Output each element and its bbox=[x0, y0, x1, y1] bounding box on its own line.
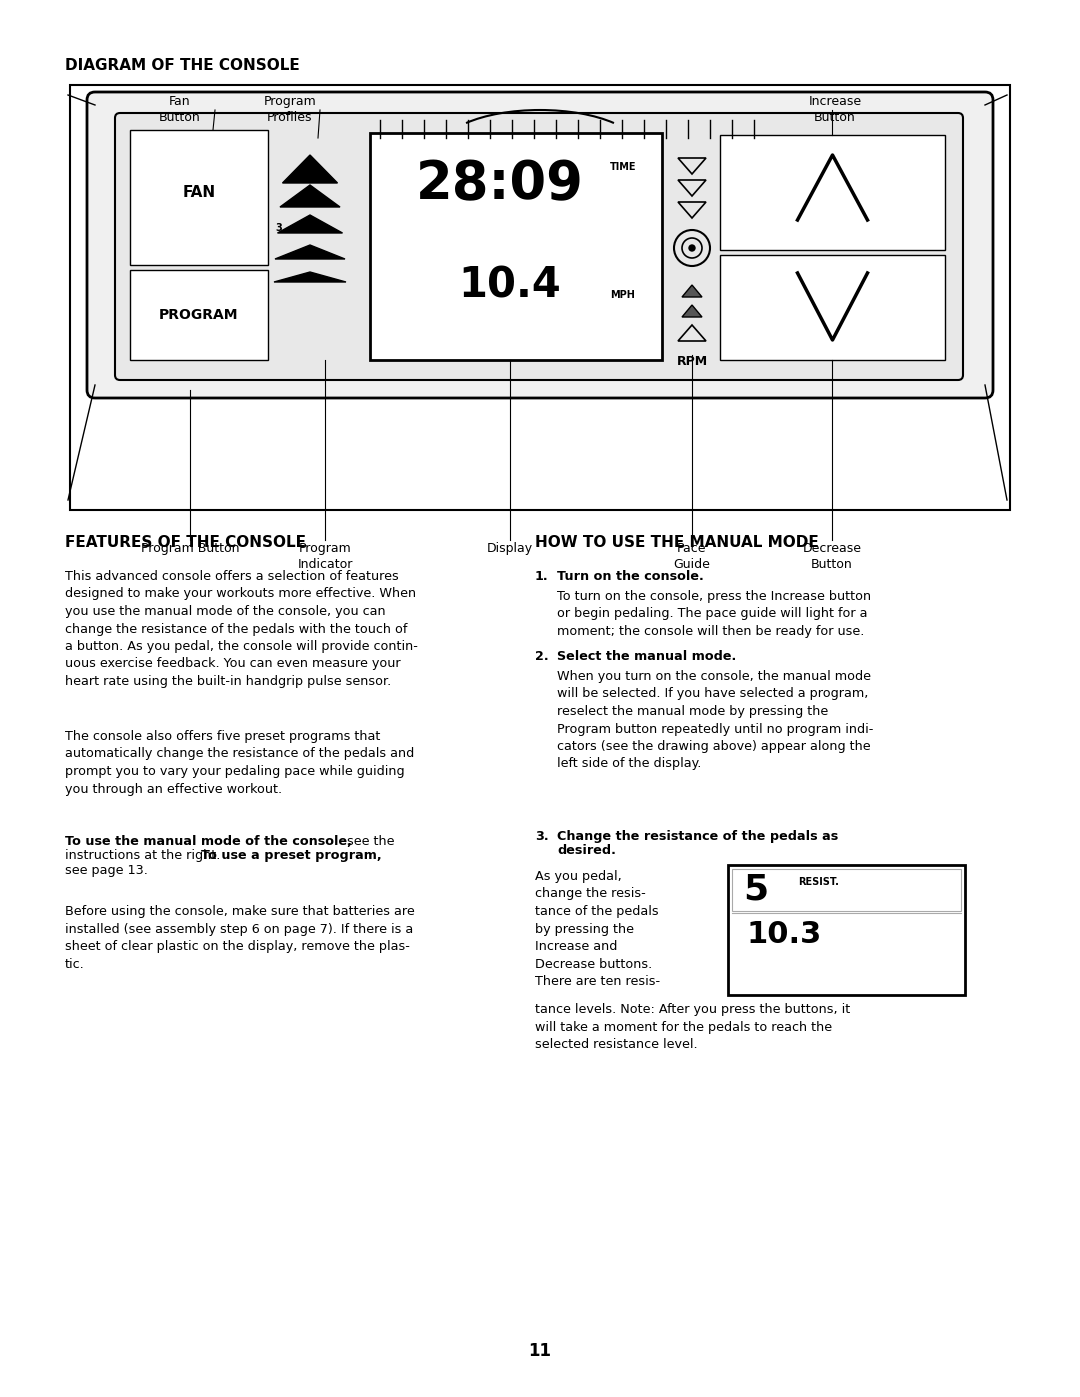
Polygon shape bbox=[278, 215, 342, 233]
FancyBboxPatch shape bbox=[114, 113, 963, 380]
Text: To use the manual mode of the console,: To use the manual mode of the console, bbox=[65, 835, 352, 848]
Text: Fan
Button: Fan Button bbox=[159, 95, 201, 124]
Text: As you pedal,
change the resis-
tance of the pedals
by pressing the
Increase and: As you pedal, change the resis- tance of… bbox=[535, 870, 660, 988]
Text: FAN: FAN bbox=[183, 184, 216, 200]
Text: 2.: 2. bbox=[535, 650, 549, 664]
Text: To turn on the console, press the Increase button
or begin pedaling. The pace gu: To turn on the console, press the Increa… bbox=[557, 590, 872, 638]
Text: Before using the console, make sure that batteries are
installed (see assembly s: Before using the console, make sure that… bbox=[65, 905, 415, 971]
Text: Program
Indicator: Program Indicator bbox=[297, 542, 353, 571]
Text: see the: see the bbox=[343, 835, 394, 848]
Text: 3: 3 bbox=[275, 224, 282, 233]
Text: When you turn on the console, the manual mode
will be selected. If you have sele: When you turn on the console, the manual… bbox=[557, 671, 874, 771]
Text: 3.: 3. bbox=[535, 830, 549, 842]
Text: DIAGRAM OF THE CONSOLE: DIAGRAM OF THE CONSOLE bbox=[65, 59, 300, 73]
Text: PROGRAM: PROGRAM bbox=[159, 307, 239, 321]
Text: 1.: 1. bbox=[535, 570, 549, 583]
Text: 11: 11 bbox=[528, 1343, 552, 1361]
Text: TIME: TIME bbox=[610, 162, 636, 172]
Text: tance levels. Note: After you press the buttons, it
will take a moment for the p: tance levels. Note: After you press the … bbox=[535, 1003, 850, 1051]
Circle shape bbox=[689, 244, 696, 251]
Polygon shape bbox=[681, 285, 702, 298]
Text: 10.4: 10.4 bbox=[459, 265, 562, 307]
Text: 28:09: 28:09 bbox=[416, 158, 584, 210]
Bar bbox=[130, 130, 268, 265]
Bar bbox=[728, 865, 966, 995]
Text: see page 13.: see page 13. bbox=[65, 863, 148, 877]
Text: Program Button: Program Button bbox=[140, 542, 240, 555]
Text: MPH: MPH bbox=[610, 291, 635, 300]
Text: 5: 5 bbox=[743, 872, 768, 907]
Text: Select the manual mode.: Select the manual mode. bbox=[557, 650, 737, 664]
Text: Display: Display bbox=[487, 542, 534, 555]
Bar bbox=[370, 133, 662, 360]
Text: Program
Profiles: Program Profiles bbox=[264, 95, 316, 124]
Polygon shape bbox=[681, 305, 702, 317]
Text: The console also offers five preset programs that
automatically change the resis: The console also offers five preset prog… bbox=[65, 731, 415, 795]
Text: desired.: desired. bbox=[557, 845, 616, 858]
Text: This advanced console offers a selection of features
designed to make your worko: This advanced console offers a selection… bbox=[65, 570, 418, 687]
Polygon shape bbox=[274, 272, 346, 282]
Text: Increase
Button: Increase Button bbox=[809, 95, 862, 124]
Polygon shape bbox=[283, 155, 337, 183]
Text: HOW TO USE THE MANUAL MODE: HOW TO USE THE MANUAL MODE bbox=[535, 535, 819, 550]
Text: Turn on the console.: Turn on the console. bbox=[557, 570, 704, 583]
Text: Change the resistance of the pedals as: Change the resistance of the pedals as bbox=[557, 830, 838, 842]
Bar bbox=[732, 869, 961, 911]
Polygon shape bbox=[280, 184, 340, 207]
Text: Pace
Guide: Pace Guide bbox=[674, 542, 711, 571]
Polygon shape bbox=[275, 244, 345, 258]
Bar bbox=[70, 85, 1010, 510]
Bar bbox=[130, 270, 268, 360]
Text: RESIST.: RESIST. bbox=[798, 877, 839, 887]
Text: instructions at the right.: instructions at the right. bbox=[65, 849, 225, 862]
Text: To use a preset program,: To use a preset program, bbox=[201, 849, 381, 862]
Bar bbox=[720, 256, 945, 360]
Text: RPM: RPM bbox=[676, 355, 707, 367]
FancyBboxPatch shape bbox=[87, 92, 993, 398]
Text: 10.3: 10.3 bbox=[746, 921, 821, 949]
Bar bbox=[720, 136, 945, 250]
Text: Decrease
Button: Decrease Button bbox=[802, 542, 862, 571]
Text: FEATURES OF THE CONSOLE: FEATURES OF THE CONSOLE bbox=[65, 535, 306, 550]
